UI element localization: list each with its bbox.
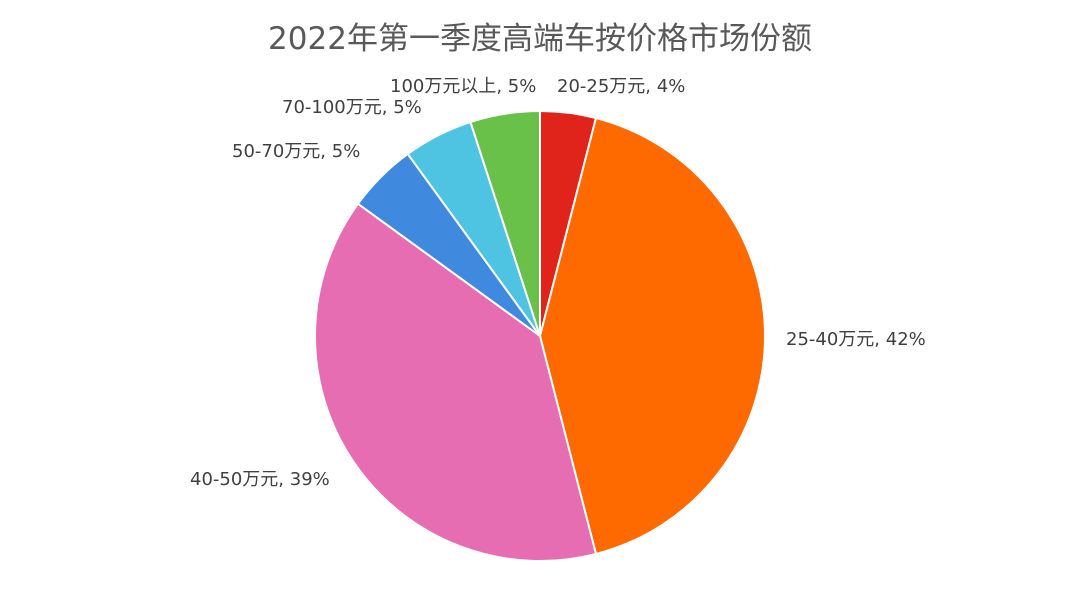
chart-title: 2022年第一季度高端车按价格市场份额 xyxy=(268,21,812,57)
slice-label-1: 25-40万元, 42% xyxy=(786,329,926,350)
slice-label-4: 70-100万元, 5% xyxy=(282,97,422,118)
pie-slice-1 xyxy=(538,116,766,556)
labels-layer: 20-25万元, 4% 25-40万元, 42% 40-50万元, 39% 50-70… xyxy=(190,76,926,490)
slice-label-5: 100万元以上, 5% xyxy=(390,76,536,97)
slice-label-2: 40-50万元, 39% xyxy=(190,469,330,490)
slice-label-3: 50-70万元, 5% xyxy=(232,141,360,162)
pie-slice-5 xyxy=(469,109,541,337)
slice-label-0: 20-25万元, 4% xyxy=(557,76,685,97)
pie-slice-2 xyxy=(314,202,598,562)
slices-layer xyxy=(314,109,766,562)
